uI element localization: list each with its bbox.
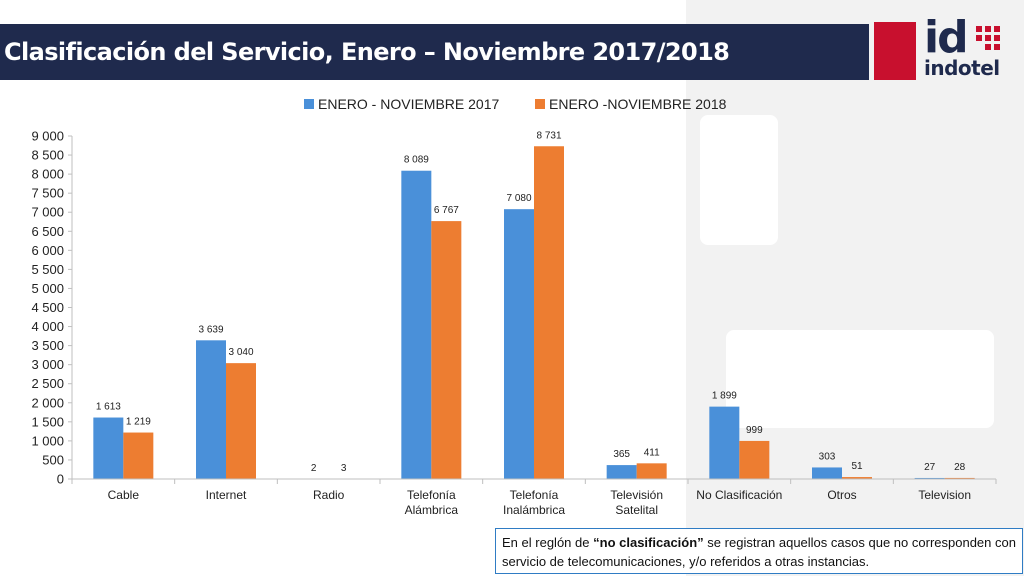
- data-label: 411: [644, 447, 660, 458]
- legend-label: ENERO -NOVIEMBRE 2018: [549, 96, 727, 112]
- y-tick-label: 7 500: [31, 186, 64, 201]
- data-label: 27: [924, 462, 936, 473]
- background-card: [700, 115, 778, 245]
- y-tick-label: 6 000: [31, 243, 64, 258]
- y-tick-label: 9 000: [31, 129, 64, 144]
- y-tick-label: 1 000: [31, 433, 64, 448]
- x-category-label: Television: [918, 488, 971, 502]
- x-category-label: Alámbrica: [405, 503, 459, 517]
- data-label: 1 613: [96, 402, 121, 413]
- bar: [606, 465, 637, 479]
- y-tick-label: 8 000: [31, 167, 64, 182]
- note-box: En el reglón de “no clasificación” se re…: [495, 528, 1023, 574]
- y-tick-label: 0: [57, 472, 64, 487]
- data-label: 1 899: [712, 391, 737, 402]
- y-tick-label: 1 500: [31, 414, 64, 429]
- data-label: 6 767: [434, 205, 459, 216]
- bars: 1 613 3 639 2 8 089 7 080 365 1 899 303 27 1 219 3…: [93, 130, 975, 479]
- note-bold: “no clasificación”: [593, 535, 704, 550]
- y-axis: 0 500 1 000 1 500 2 000 2 500 3 000 3 500 4 000 4…: [31, 129, 73, 487]
- legend-swatch: [535, 99, 545, 109]
- x-axis: Cable Internet Radio TelefoníaAlámbricaTele…: [71, 478, 997, 517]
- y-tick-label: 4 000: [31, 319, 64, 334]
- chart-legend: ENERO - NOVIEMBRE 2017 ENERO -NOVIEMBRE 2…: [304, 96, 727, 112]
- x-category-label: Telefonía: [407, 488, 456, 502]
- bar: [196, 340, 226, 479]
- y-tick-label: 2 000: [31, 395, 64, 410]
- legend-label: ENERO - NOVIEMBRE 2017: [318, 96, 499, 112]
- x-category-label: Radio: [313, 488, 345, 502]
- background-panel: [686, 0, 1024, 576]
- y-tick-label: 2 500: [31, 376, 64, 391]
- indotel-logo: id indotel: [874, 12, 1024, 82]
- x-category-label: No Clasificación: [696, 488, 782, 502]
- note-prefix: En el reglón de: [502, 535, 594, 550]
- x-category-label: Satelital: [615, 503, 658, 517]
- data-label: 51: [851, 461, 863, 472]
- logo-dots-icon: [976, 26, 1000, 50]
- data-label: 999: [746, 425, 763, 436]
- data-label: 28: [954, 462, 966, 473]
- y-tick-label: 5 500: [31, 262, 64, 277]
- bar: [944, 477, 975, 479]
- title-bar: Clasificación del Servicio, Enero – Novi…: [0, 24, 869, 80]
- y-tick-label: 3 000: [31, 357, 64, 372]
- data-label: 3: [341, 463, 347, 474]
- y-tick-label: 5 000: [31, 281, 64, 296]
- note-suffix: se registran aquellos casos que no corre…: [502, 535, 1016, 569]
- logo-mark: id: [924, 12, 969, 63]
- bar: [431, 221, 462, 479]
- bar: [401, 170, 432, 479]
- data-label: 8 089: [404, 155, 429, 166]
- background-card: [726, 330, 994, 428]
- x-category-label: Otros: [827, 488, 856, 502]
- bar: [636, 463, 667, 479]
- y-tick-label: 7 000: [31, 205, 64, 220]
- bar: [504, 209, 534, 479]
- data-label: 8 731: [536, 130, 561, 141]
- x-category-label: Televisión: [610, 488, 663, 502]
- x-category-label: Inalámbrica: [503, 503, 565, 517]
- data-label: 7 080: [506, 193, 531, 204]
- bar: [739, 440, 770, 479]
- bar: [226, 363, 256, 479]
- y-tick-label: 4 500: [31, 300, 64, 315]
- x-category-label: Telefonía: [510, 488, 559, 502]
- y-tick-label: 8 500: [31, 148, 64, 163]
- bar-chart: ENERO - NOVIEMBRE 2017 ENERO -NOVIEMBRE 2…: [31, 96, 997, 517]
- bar: [812, 467, 842, 479]
- bar: [709, 406, 740, 479]
- data-label: 1 219: [126, 417, 151, 428]
- data-label: 3 639: [198, 324, 223, 335]
- bar: [534, 146, 564, 479]
- data-label: 303: [819, 451, 836, 462]
- data-label: 3 040: [228, 347, 253, 358]
- data-label: 365: [613, 449, 630, 460]
- bar: [842, 477, 872, 479]
- bar: [93, 417, 124, 479]
- bar: [914, 477, 945, 479]
- y-tick-label: 500: [42, 452, 64, 467]
- bar: [123, 432, 154, 479]
- page-title: Clasificación del Servicio, Enero – Novi…: [4, 38, 730, 66]
- logo-red-block: [874, 22, 916, 80]
- y-tick-label: 3 500: [31, 338, 64, 353]
- x-category-label: Cable: [108, 488, 140, 502]
- y-tick-label: 6 500: [31, 224, 64, 239]
- logo-wordmark: indotel: [924, 56, 1000, 80]
- data-label: 2: [311, 463, 317, 474]
- x-category-label: Internet: [206, 488, 247, 502]
- legend-swatch: [304, 99, 314, 109]
